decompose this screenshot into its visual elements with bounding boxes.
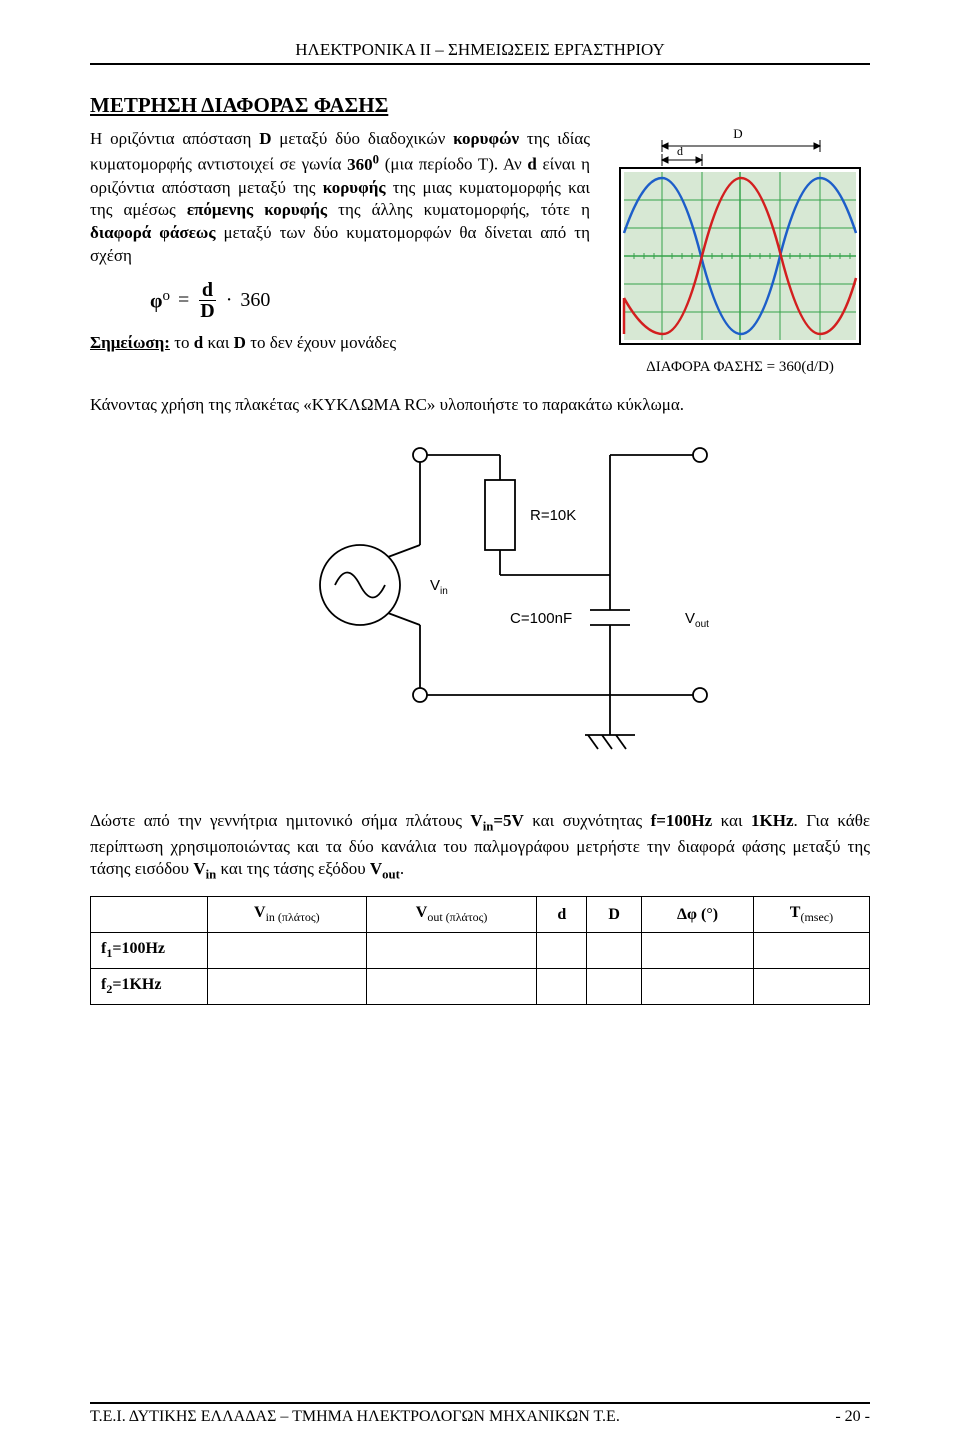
paragraph-3: Δώστε από την γεννήτρια ημιτονικό σήμα π… <box>90 810 870 884</box>
section-title: ΜΕΤΡΗΣΗ ΔΙΑΦΟΡΑΣ ΦΑΣΗΣ <box>90 93 870 118</box>
footer-page: - 20 - <box>835 1408 870 1426</box>
vin-label: Vin <box>430 577 448 597</box>
footer-left: Τ.Ε.Ι. ΔΥΤΙΚΗΣ ΕΛΛΑΔΑΣ – ΤΜΗΜΑ ΗΛΕΚΤΡΟΛΟ… <box>90 1408 620 1426</box>
vout-label: Vout <box>685 610 709 630</box>
waveform-caption: ΔΙΑΦΟΡΑ ΦΑΣΗΣ = 360(d/D) <box>610 359 870 376</box>
D-label: D <box>733 128 742 141</box>
page-header: ΗΛΕΚΤΡΟΝΙΚΑ II – ΣΗΜΕΙΩΣΕΙΣ ΕΡΓΑΣΤΗΡΙΟΥ <box>90 40 870 65</box>
c-label: C=100nF <box>510 610 572 627</box>
d-label: d <box>677 144 683 158</box>
measurement-table: Vin (πλάτος) Vout (πλάτος) d D Δφ (°) Τ(… <box>90 896 870 1005</box>
phase-formula: φo = d D · 360 <box>150 280 590 321</box>
waveform-figure: D d <box>610 128 870 348</box>
r-label: R=10K <box>530 507 576 524</box>
paragraph-1: Η οριζόντια απόσταση D μεταξύ δύο διαδοχ… <box>90 128 590 268</box>
note: Σημείωση: το d και D το δεν έχουν μονάδε… <box>90 333 590 353</box>
paragraph-2: Κάνοντας χρήση της πλακέτας «ΚΥΚΛΩΜΑ RC»… <box>90 394 870 417</box>
rc-circuit: R=10K Vin C=100nF Vout <box>200 435 760 775</box>
